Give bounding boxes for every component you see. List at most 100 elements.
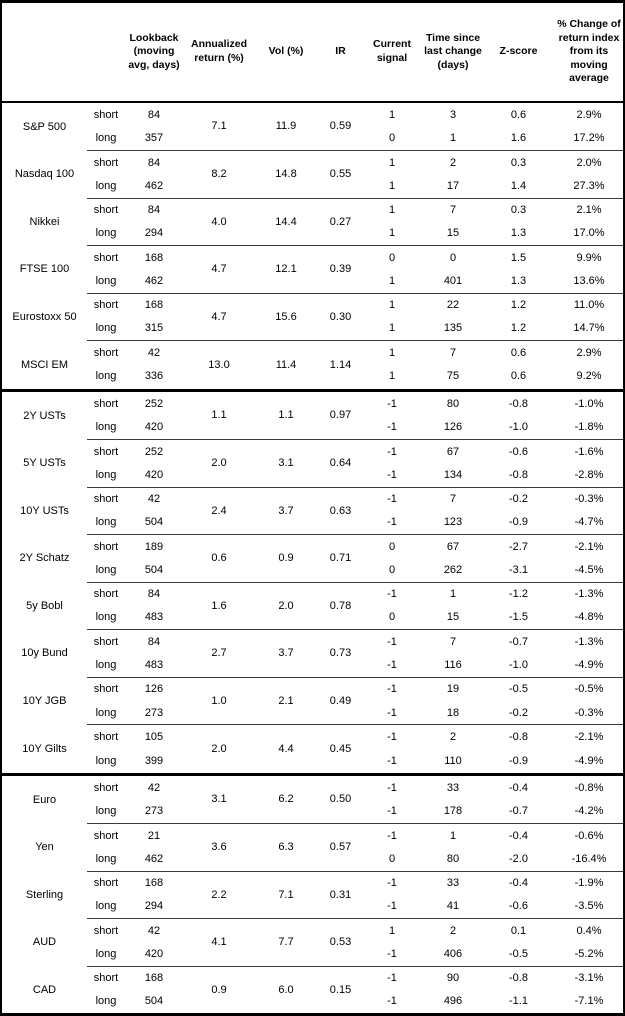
table-row: long 420 -1 134 -0.8 -2.8% bbox=[2, 463, 623, 487]
lookback-cell: 504 bbox=[144, 563, 164, 576]
table-row: CAD short 168 0.9 6.0 0.15 -1 90 -0.8 -3.1% bbox=[2, 965, 623, 1013]
current-signal-cell: -1 bbox=[364, 581, 420, 606]
z-score-cell: 1.2 bbox=[510, 322, 527, 335]
lookback-cell: 42 bbox=[125, 340, 183, 365]
horizon-cell: long bbox=[95, 611, 117, 624]
current-signal-cell: -1 bbox=[364, 724, 420, 749]
current-signal-cell: -1 bbox=[387, 468, 397, 481]
time-since-change-cell: 406 bbox=[443, 948, 463, 960]
z-score-cell: 0.1 bbox=[486, 918, 551, 943]
ir-cell: 0.53 bbox=[317, 918, 364, 967]
time-since-change-cell: 110 bbox=[444, 754, 462, 767]
horizon-cell: short bbox=[87, 918, 125, 943]
annualized-return-cell: 13.0 bbox=[183, 340, 255, 391]
time-since-change-cell: 22 bbox=[420, 292, 486, 317]
pct-change-cell: -1.0% bbox=[551, 388, 623, 416]
annualized-return-cell: 3.6 bbox=[183, 823, 255, 872]
pct-change-cell: -2.1% bbox=[551, 724, 623, 749]
lookback-cell: 273 bbox=[144, 706, 164, 719]
horizon-cell: long bbox=[95, 659, 117, 671]
column-header-z-score: Z-score bbox=[486, 3, 551, 103]
time-since-change-cell: 80 bbox=[420, 388, 486, 416]
time-since-change-cell: 135 bbox=[443, 322, 463, 335]
asset-name-cell: 5Y USTs bbox=[23, 457, 66, 470]
horizon-cell: short bbox=[87, 486, 125, 511]
horizon-cell: long bbox=[95, 805, 117, 818]
current-signal-cell: 1 bbox=[388, 227, 396, 240]
time-since-change-cell: 116 bbox=[444, 659, 462, 671]
horizon-cell: short bbox=[87, 965, 125, 990]
asset-name-cell: Nasdaq 100 bbox=[14, 168, 75, 181]
column-header-asset bbox=[2, 3, 87, 103]
asset-name-cell: CAD bbox=[32, 983, 57, 996]
lookback-cell: 42 bbox=[125, 772, 183, 800]
table-row: AUD short 42 4.1 7.7 0.53 1 2 0.1 0.4% bbox=[2, 918, 623, 967]
current-signal-cell: -1 bbox=[364, 388, 420, 416]
ir-cell: 0.63 bbox=[317, 486, 364, 535]
vol-cell: 7.7 bbox=[255, 918, 317, 967]
table-header: Lookback (moving avg, days) Annualized re… bbox=[2, 3, 623, 103]
vol-cell: 4.4 bbox=[255, 724, 317, 775]
table-row: long 273 -1 178 -0.7 -4.2% bbox=[2, 800, 623, 824]
lookback-cell: 84 bbox=[125, 149, 183, 175]
z-score-cell: -1.5 bbox=[509, 611, 528, 624]
time-since-change-cell: 123 bbox=[443, 516, 463, 529]
z-score-cell: 0.6 bbox=[510, 370, 527, 383]
pct-change-cell: -0.6% bbox=[551, 823, 623, 848]
asset-name-cell: FTSE 100 bbox=[19, 263, 70, 276]
z-score-cell: 1.6 bbox=[510, 132, 527, 145]
horizon-cell: long bbox=[95, 132, 117, 145]
lookback-cell: 42 bbox=[125, 486, 183, 511]
z-score-cell: 0.6 bbox=[486, 340, 551, 365]
time-since-change-cell: 33 bbox=[420, 870, 486, 895]
z-score-cell: -0.2 bbox=[486, 486, 551, 511]
lookback-cell: 294 bbox=[144, 227, 164, 240]
asset-name-cell: 5y Bobl bbox=[26, 599, 63, 612]
horizon-cell: short bbox=[87, 823, 125, 848]
lookback-cell: 105 bbox=[125, 724, 183, 749]
column-header-annualized-return: Annualized return (%) bbox=[183, 3, 255, 103]
time-since-change-cell: 401 bbox=[443, 274, 463, 287]
lookback-cell: 42 bbox=[125, 918, 183, 943]
z-score-cell: -0.8 bbox=[486, 388, 551, 416]
annualized-return-cell: 4.0 bbox=[183, 197, 255, 246]
time-since-change-cell: 2 bbox=[420, 724, 486, 749]
current-signal-cell: 0 bbox=[388, 132, 396, 145]
pct-change-cell: -0.5% bbox=[551, 676, 623, 701]
table-row: long 273 -1 18 -0.2 -0.3% bbox=[2, 701, 623, 725]
table-row: long 357 0 1 1.6 17.2% bbox=[2, 127, 623, 151]
annualized-return-cell: 4.7 bbox=[183, 245, 255, 294]
vol-cell: 2.1 bbox=[255, 676, 317, 725]
z-score-cell: 1.5 bbox=[486, 245, 551, 270]
pct-change-cell: -4.7% bbox=[574, 516, 604, 529]
lookback-cell: 84 bbox=[125, 197, 183, 222]
pct-change-cell: -1.6% bbox=[551, 438, 623, 464]
horizon-cell: short bbox=[87, 629, 125, 654]
table-row: Eurostoxx 50 short 168 4.7 15.6 0.30 1 22 1.2 11.… bbox=[2, 292, 623, 341]
z-score-cell: -0.6 bbox=[509, 900, 528, 913]
horizon-cell: short bbox=[87, 870, 125, 895]
pct-change-cell: -2.8% bbox=[574, 468, 604, 481]
table-row: Sterling short 168 2.2 7.1 0.31 -1 33 -0.4 -1.9% bbox=[2, 870, 623, 919]
z-score-cell: -0.8 bbox=[486, 724, 551, 749]
vol-cell: 3.1 bbox=[255, 438, 317, 488]
z-score-cell: -1.2 bbox=[486, 581, 551, 606]
pct-change-cell: 9.2% bbox=[576, 370, 602, 383]
pct-change-cell: 14.7% bbox=[573, 322, 605, 335]
pct-change-cell: 27.3% bbox=[573, 179, 605, 192]
column-header-ir: IR bbox=[317, 3, 364, 103]
pct-change-cell: 17.2% bbox=[573, 132, 605, 145]
horizon-cell: long bbox=[95, 995, 117, 1008]
time-since-change-cell: 67 bbox=[420, 438, 486, 464]
vol-cell: 6.0 bbox=[255, 965, 317, 1013]
lookback-cell: 21 bbox=[125, 823, 183, 848]
ir-cell: 0.27 bbox=[317, 197, 364, 246]
annualized-return-cell: 1.1 bbox=[183, 388, 255, 440]
z-score-cell: -0.4 bbox=[486, 870, 551, 895]
pct-change-cell: -4.9% bbox=[574, 754, 604, 767]
time-since-change-cell: 41 bbox=[446, 900, 460, 913]
time-since-change-cell: 2 bbox=[420, 149, 486, 175]
table-row: 2Y Schatz short 189 0.6 0.9 0.71 0 67 -2.7 -2.1% bbox=[2, 534, 623, 583]
current-signal-cell: -1 bbox=[364, 438, 420, 464]
time-since-change-cell: 7 bbox=[420, 340, 486, 365]
